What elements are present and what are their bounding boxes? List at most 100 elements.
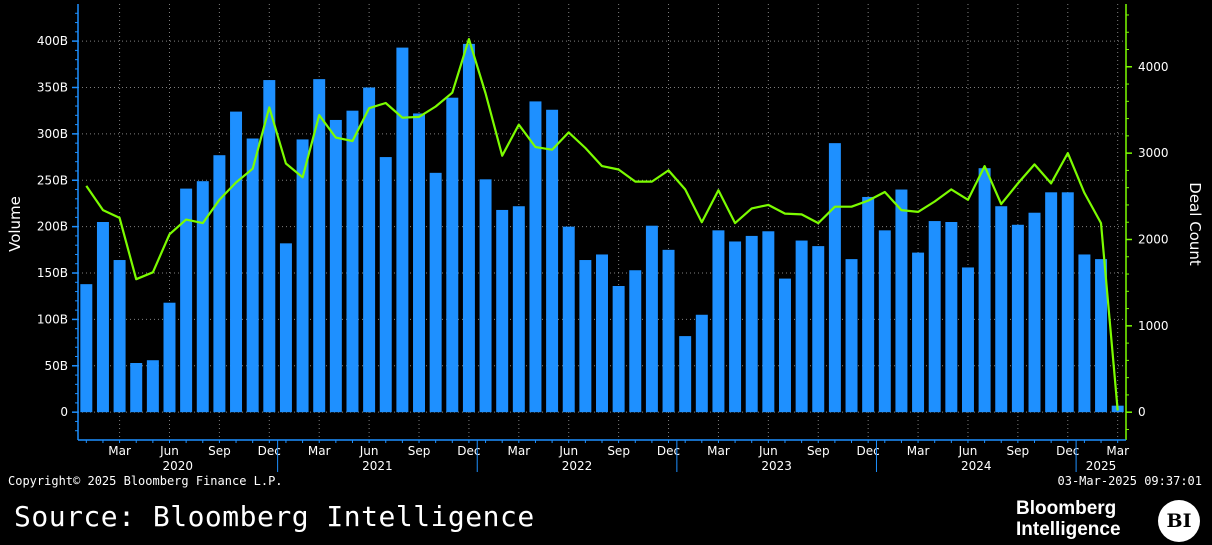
volume-bar — [496, 209, 509, 413]
volume-bar — [396, 47, 409, 413]
volume-bar — [812, 246, 825, 413]
volume-bar — [712, 230, 725, 413]
month-tick-label: Dec — [857, 444, 880, 458]
year-tick-label: 2024 — [961, 459, 992, 472]
volume-bar — [196, 181, 209, 413]
volume-bar — [978, 168, 991, 413]
volume-bar — [895, 189, 908, 413]
volume-bar — [1028, 212, 1041, 413]
volume-bar — [878, 230, 891, 413]
volume-bar — [163, 302, 176, 413]
volume-bar — [146, 360, 159, 413]
volume-bar — [230, 111, 243, 413]
volume-bar — [246, 138, 259, 413]
brand-line-1: Bloomberg — [1016, 498, 1117, 519]
year-tick-label: 2023 — [761, 459, 792, 472]
left-tick-label: 250B — [37, 173, 68, 187]
month-tick-label: Jun — [958, 444, 978, 458]
volume-bar — [379, 157, 392, 413]
bi-logo-icon: BI — [1158, 500, 1200, 542]
year-tick-label: 2020 — [163, 459, 194, 472]
right-tick-label: 2000 — [1138, 232, 1169, 246]
y-axis-title-left: Volume — [6, 196, 24, 252]
volume-bar — [928, 221, 941, 413]
year-tick-label: 2025 — [1086, 459, 1117, 472]
month-tick-label: Mar — [1106, 444, 1129, 458]
copyright-text: Copyright© 2025 Bloomberg Finance L.P. — [8, 474, 283, 488]
right-tick-label: 1000 — [1138, 319, 1169, 333]
right-tick-label: 0 — [1138, 405, 1146, 419]
month-tick-label: Jun — [758, 444, 778, 458]
volume-bar — [429, 172, 442, 413]
right-tick-label: 4000 — [1138, 60, 1169, 74]
left-tick-label: 400B — [37, 34, 68, 48]
volume-bar — [113, 260, 126, 413]
source-text: Source: Bloomberg Intelligence — [14, 500, 535, 533]
volume-bar — [346, 110, 359, 413]
volume-bar — [512, 206, 525, 413]
volume-bar — [529, 101, 542, 413]
volume-bar — [945, 222, 958, 413]
volume-bar — [762, 231, 775, 413]
left-tick-label: 150B — [37, 266, 68, 280]
month-tick-label: Jun — [558, 444, 578, 458]
volume-bar — [329, 119, 342, 413]
month-tick-label: Mar — [907, 444, 930, 458]
deal-count-line-group — [85, 37, 1119, 411]
volume-bar — [745, 235, 758, 413]
volume-bar — [213, 155, 226, 413]
month-tick-label: Sep — [208, 444, 231, 458]
volume-bar — [1045, 192, 1058, 413]
volume-bar — [263, 80, 276, 413]
volume-bar — [961, 267, 974, 413]
left-tick-label: 50B — [44, 359, 68, 373]
left-tick-label: 200B — [37, 220, 68, 234]
month-tick-label: Dec — [1056, 444, 1079, 458]
volume-bar — [413, 113, 426, 413]
volume-bar — [778, 278, 791, 413]
year-tick-label: 2022 — [562, 459, 593, 472]
volume-bar — [1011, 224, 1024, 413]
volume-deal-count-chart: 0 50B 100B 150B 200B 250B 300B 350B 400B 0 1000 200… — [6, 4, 1204, 472]
volume-bar — [679, 336, 692, 413]
volume-bar — [562, 226, 575, 413]
volume-bar — [546, 109, 559, 413]
volume-bar — [80, 284, 93, 413]
month-tick-label: Sep — [1007, 444, 1030, 458]
volume-bar — [995, 206, 1008, 413]
volume-bar — [130, 363, 143, 413]
volume-bar — [446, 97, 459, 413]
timestamp-text: 03-Mar-2025 09:37:01 — [1057, 474, 1203, 488]
month-tick-label: Mar — [707, 444, 730, 458]
volume-bar — [479, 179, 492, 413]
month-tick-label: Sep — [607, 444, 630, 458]
left-tick-label: 350B — [37, 80, 68, 94]
month-tick-label: Mar — [108, 444, 131, 458]
volume-bars — [80, 43, 1124, 413]
volume-bar — [612, 286, 625, 413]
volume-bar — [1061, 192, 1074, 413]
year-tick-label: 2021 — [362, 459, 393, 472]
axes: 0 50B 100B 150B 200B 250B 300B 350B 400B 0 1000 200… — [37, 4, 1169, 472]
volume-bar — [462, 43, 475, 413]
volume-bar — [912, 252, 925, 413]
month-tick-label: Dec — [457, 444, 480, 458]
volume-bar — [845, 259, 858, 413]
volume-bar — [729, 241, 742, 413]
volume-bar — [1078, 254, 1091, 413]
volume-bar — [296, 139, 309, 413]
volume-bar — [645, 225, 658, 413]
deal-count-line — [85, 37, 1119, 411]
month-tick-label: Dec — [657, 444, 680, 458]
volume-bar — [662, 249, 675, 413]
volume-bar — [828, 143, 841, 413]
month-tick-label: Mar — [308, 444, 331, 458]
brand-line-2: Intelligence — [1016, 519, 1121, 540]
volume-bar — [695, 314, 708, 413]
volume-bar — [1095, 259, 1108, 413]
volume-bar — [579, 260, 592, 413]
left-tick-label: 100B — [37, 312, 68, 326]
y-axis-title-right: Deal Count — [1186, 182, 1204, 266]
volume-bar — [313, 79, 326, 413]
volume-bar — [96, 222, 109, 413]
